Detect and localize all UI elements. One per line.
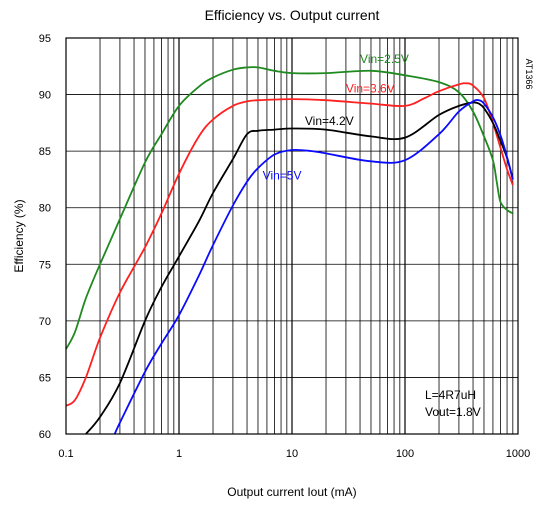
annotation-inductor: L=4R7uH	[425, 388, 476, 402]
chart-title: Efficiency vs. Output current	[205, 7, 380, 23]
series-line-2	[85, 101, 514, 435]
series-label-2: Vin=4.2V	[305, 114, 354, 128]
y-tick-label: 85	[39, 146, 51, 158]
series-label-1: Vin=3.6V	[346, 81, 395, 95]
y-tick-label: 90	[39, 90, 51, 102]
x-tick-label: 1000	[506, 448, 530, 460]
y-tick-label: 80	[39, 203, 51, 215]
x-tick-label: 0.1	[58, 448, 73, 460]
series-line-1	[65, 82, 514, 407]
y-axis-label: Efficiency (%)	[12, 199, 26, 272]
y-tick-label: 95	[39, 33, 51, 45]
series-label-3: Vin=5V	[263, 168, 302, 182]
plot-frame	[65, 37, 519, 435]
x-tick-label: 100	[396, 448, 414, 460]
series-labels: Vin=2.5V Vin=3.6V Vin=4.2V Vin=5V	[263, 52, 409, 183]
annotation-vout: Vout=1.8V	[425, 405, 481, 419]
y-tick-label: 75	[39, 259, 51, 271]
y-tick-label: 60	[39, 429, 51, 441]
series-line-0	[65, 66, 514, 350]
y-tick-labels: 60 65 70 75 80 85 90 95	[39, 33, 51, 441]
x-tick-label: 10	[286, 448, 298, 460]
side-label: AT1366	[524, 59, 534, 90]
y-tick-label: 65	[39, 372, 51, 384]
y-tick-label: 70	[39, 316, 51, 328]
series-layer	[65, 66, 514, 435]
series-label-0: Vin=2.5V	[360, 52, 409, 66]
series-line-3	[113, 99, 514, 435]
x-axis-label: Output current Iout (mA)	[227, 485, 356, 499]
grid-lines	[66, 38, 518, 434]
x-tick-labels: 0.1 1 10 100 1000	[58, 448, 530, 460]
x-tick-label: 1	[176, 448, 182, 460]
